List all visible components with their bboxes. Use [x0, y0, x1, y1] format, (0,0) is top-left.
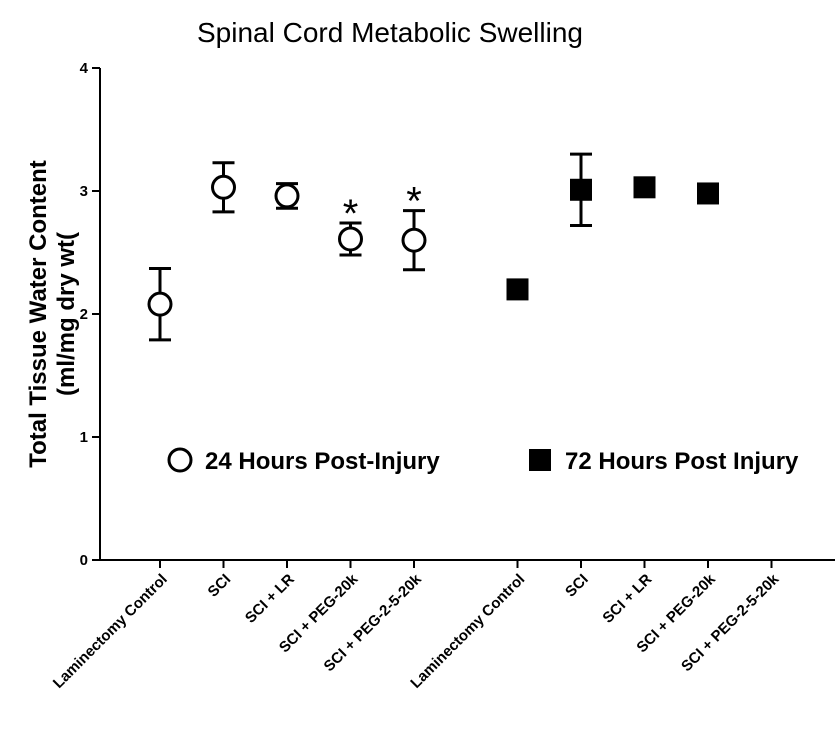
- x-tick-label: SCI: [205, 571, 235, 601]
- y-axis-title-line: Total Tissue Water Content: [25, 160, 52, 468]
- y-tick-label: 4: [80, 60, 89, 77]
- legend-label: 24 Hours Post-Injury: [205, 448, 440, 475]
- point: [506, 278, 529, 301]
- point: [338, 226, 363, 252]
- point: [697, 182, 719, 205]
- x-tick-label: Laminectomy Control: [50, 571, 171, 692]
- chart-title: Spinal Cord Metabolic Swelling: [197, 17, 583, 48]
- x-tick-label: SCI: [562, 571, 592, 601]
- y-tick-label: 1: [80, 429, 88, 446]
- annotation: *: [343, 192, 359, 236]
- y-tick-label: 0: [80, 552, 88, 569]
- point: [401, 227, 427, 253]
- x-tick-label: SCI + LR: [242, 571, 298, 627]
- point: [570, 178, 592, 201]
- y-axis-title-line: (ml/mg dry wt(: [53, 232, 80, 396]
- legend-label: 72 Hours Post Injury: [565, 448, 799, 475]
- point: [633, 176, 656, 199]
- point: [147, 291, 173, 317]
- y-tick-label: 2: [80, 306, 88, 323]
- legend-marker: [167, 447, 193, 473]
- point: [211, 174, 236, 200]
- legend-marker: [529, 449, 551, 471]
- point: [274, 183, 300, 209]
- x-tick-label: SCI + LR: [599, 571, 655, 627]
- y-axis-title: Total Tissue Water Content (ml/mg dry wt…: [25, 160, 80, 468]
- x-tick-label: Laminectomy Control: [407, 571, 528, 692]
- y-tick-label: 3: [80, 183, 88, 200]
- annotation: *: [406, 180, 422, 224]
